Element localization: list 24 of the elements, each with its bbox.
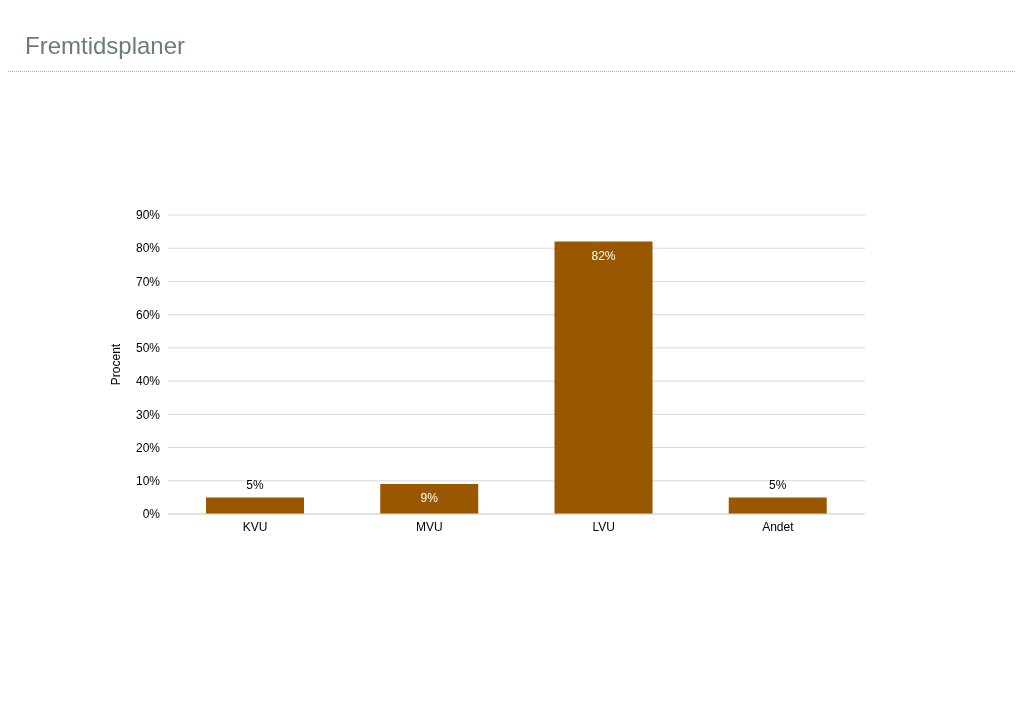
y-tick-label: 80% <box>135 241 161 256</box>
y-tick-label: 20% <box>135 440 161 455</box>
data-label: 82% <box>591 248 616 263</box>
bar <box>728 497 827 514</box>
y-tick-label: 90% <box>135 208 161 223</box>
bar <box>554 241 653 514</box>
bar <box>380 484 479 514</box>
data-label: 5% <box>246 478 264 493</box>
y-tick-label: 30% <box>135 407 161 422</box>
data-label: 9% <box>420 491 439 506</box>
x-tick-label: Andet <box>762 519 795 534</box>
data-label: 5% <box>769 478 787 493</box>
chart-title: Fremtidsplaner <box>25 32 186 60</box>
x-tick-label: MVU <box>416 519 443 534</box>
y-tick-label: 70% <box>135 274 161 289</box>
y-tick-label: 50% <box>135 341 161 356</box>
y-tick-label: 60% <box>135 307 161 322</box>
y-tick-label: 0% <box>142 507 161 522</box>
bar <box>206 497 304 514</box>
x-tick-label: LVU <box>592 519 615 534</box>
x-tick-label: KVU <box>242 519 268 534</box>
y-tick-label: 10% <box>135 474 161 489</box>
y-tick-label: 40% <box>135 374 161 389</box>
y-axis-title: Procent <box>109 343 124 386</box>
